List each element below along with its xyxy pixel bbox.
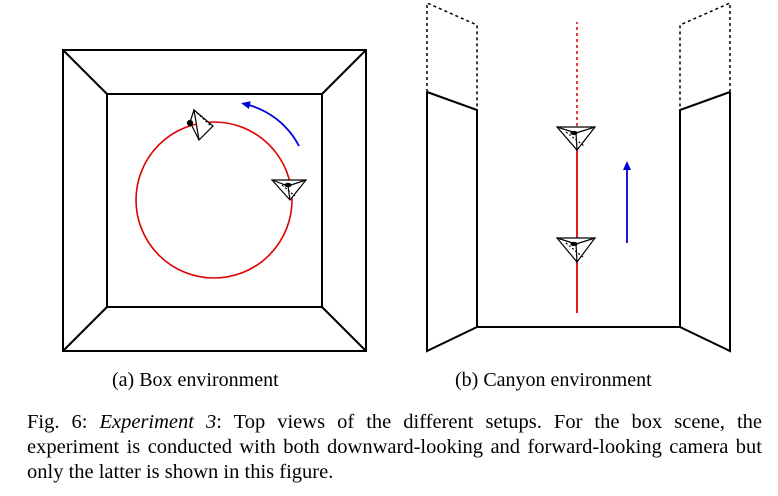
caption-prefix: Fig. 6:	[27, 411, 88, 433]
canyon-wall-extension	[426, 1, 731, 110]
canyon-right-wall	[679, 91, 731, 353]
camera-frustum	[270, 179, 308, 201]
caption-body: : Top views of the different setups. For…	[27, 411, 763, 483]
subfigure-b-label: (b)	[455, 369, 479, 391]
box-outer-wall	[62, 49, 367, 352]
box-environment-diagram	[62, 49, 367, 352]
canyon-environment-diagram	[426, 91, 731, 353]
rotation-arrow	[241, 101, 300, 147]
camera-frustum	[555, 237, 597, 263]
camera-frustum	[555, 126, 597, 151]
subfigure-a-text: Box environment	[139, 369, 279, 391]
subfigure-a-caption: (a) Box environment	[112, 369, 279, 392]
circular-trajectory	[135, 121, 293, 279]
figure-graphics	[62, 1, 731, 353]
camera-frustum	[186, 108, 214, 142]
canyon-left-wall	[426, 91, 478, 353]
subfigure-b-text: Canyon environment	[483, 369, 652, 391]
subfigure-a-label: (a)	[112, 369, 135, 391]
figure-caption: Fig. 6: Experiment 3: Top views of the d…	[27, 410, 762, 485]
box-inner-floor	[106, 93, 323, 308]
subfigure-b-caption: (b) Canyon environment	[455, 369, 652, 392]
caption-experiment: Experiment 3	[99, 411, 217, 433]
